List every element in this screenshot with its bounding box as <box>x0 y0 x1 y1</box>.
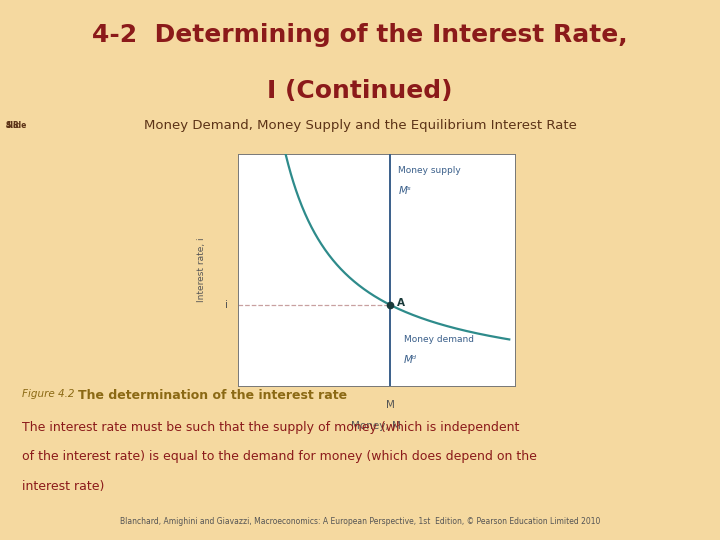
Text: i: i <box>225 300 228 310</box>
Text: A: A <box>397 298 405 307</box>
Text: interest rate): interest rate) <box>22 480 104 492</box>
Text: Money Demand, Money Supply and the Equilibrium Interest Rate: Money Demand, Money Supply and the Equil… <box>143 119 577 132</box>
Text: Money supply: Money supply <box>398 166 461 174</box>
Text: The interest rate must be such that the supply of money (which is independent: The interest rate must be such that the … <box>22 421 519 434</box>
Text: Slide: Slide <box>6 120 27 130</box>
Text: 4.8: 4.8 <box>6 121 19 130</box>
Text: 4-2  Determining of the Interest Rate,: 4-2 Determining of the Interest Rate, <box>92 23 628 47</box>
Text: M: M <box>386 400 395 410</box>
Text: The determination of the interest rate: The determination of the interest rate <box>78 389 347 402</box>
Text: Mˢ: Mˢ <box>398 186 411 197</box>
Text: Figure 4.2: Figure 4.2 <box>22 389 74 399</box>
Text: Blanchard, Amighini and Giavazzi, Macroeconomics: A European Perspective, 1st  E: Blanchard, Amighini and Giavazzi, Macroe… <box>120 517 600 526</box>
Text: Money demand: Money demand <box>404 335 474 344</box>
Text: I (Continued): I (Continued) <box>267 78 453 103</box>
Text: of the interest rate) is equal to the demand for money (which does depend on the: of the interest rate) is equal to the de… <box>22 450 536 463</box>
Text: Interest rate, i: Interest rate, i <box>197 238 206 302</box>
Text: Mᵈ: Mᵈ <box>404 355 417 365</box>
Text: Money, M: Money, M <box>351 421 401 431</box>
